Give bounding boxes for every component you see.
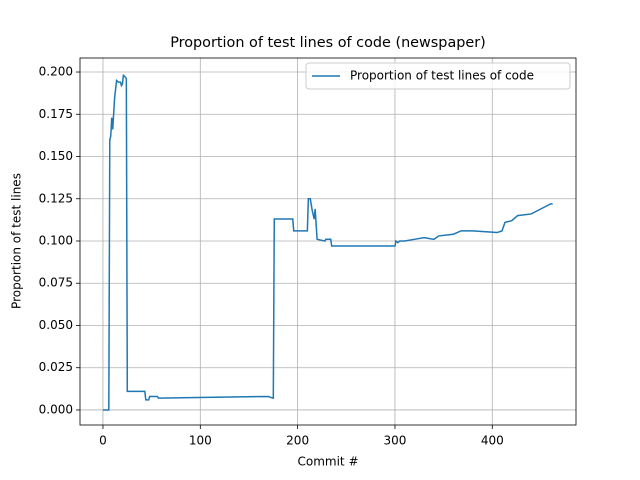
y-tick-label: 0.125 xyxy=(39,191,73,205)
legend-box xyxy=(305,62,571,90)
y-tick-label: 0.000 xyxy=(39,402,73,416)
plot-frame xyxy=(79,57,577,426)
x-tick-label: 400 xyxy=(481,434,504,448)
x-tick-label: 100 xyxy=(189,434,212,448)
y-tick-label: 0.075 xyxy=(39,276,73,290)
x-axis-label: Commit # xyxy=(297,455,358,469)
y-tick-label: 0.100 xyxy=(39,233,73,247)
legend: Proportion of test lines of code xyxy=(305,62,571,90)
x-tick-label: 300 xyxy=(384,434,407,448)
chart-title: Proportion of test lines of code (newspa… xyxy=(170,35,486,51)
y-tick-label: 0.025 xyxy=(39,360,73,374)
y-tick-label: 0.200 xyxy=(39,65,73,79)
x-tick-label: 0 xyxy=(99,434,107,448)
y-tick-label: 0.175 xyxy=(39,107,73,121)
y-tick-label: 0.150 xyxy=(39,149,73,163)
y-axis-label: Proportion of test lines xyxy=(10,173,24,309)
x-tick-label: 200 xyxy=(286,434,309,448)
y-tick-label: 0.050 xyxy=(39,318,73,332)
legend-label: Proportion of test lines of code xyxy=(350,69,534,83)
data-line xyxy=(102,73,553,411)
